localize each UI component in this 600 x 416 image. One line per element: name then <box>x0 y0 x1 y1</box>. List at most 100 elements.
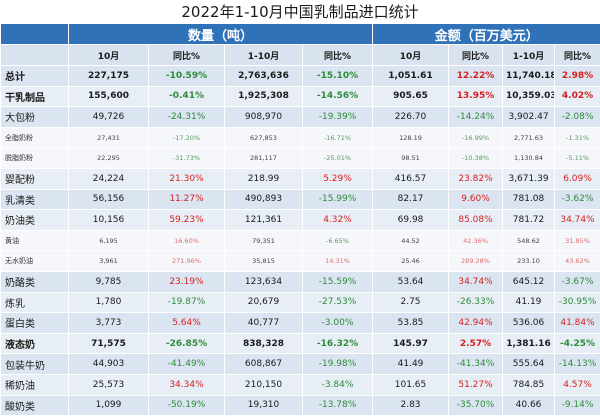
amount-october-cell: 905.65 <box>373 86 449 107</box>
quantity-ytd-yoy-cell: -19.98% <box>303 354 373 375</box>
amount-october-cell: 44.52 <box>373 230 449 251</box>
amount-ytd-cell: 555.64 <box>503 354 555 375</box>
quantity-october-cell: 24,224 <box>69 168 149 189</box>
amount-october-cell: 145.97 <box>373 333 449 354</box>
quantity-ytd-yoy-cell: -6.65% <box>303 230 373 251</box>
quantity-group-header: 数量（吨） <box>69 24 373 45</box>
amount-ytd-yoy-cell: -5.11% <box>555 148 600 169</box>
page-title: 2022年1-10月中国乳制品进口统计 <box>0 0 600 24</box>
column-header: 10月 <box>69 45 149 66</box>
quantity-ytd-cell: 2,763,636 <box>225 66 303 87</box>
amount-ytd-yoy-cell: 34.74% <box>555 210 600 231</box>
amount-ytd-cell: 536.06 <box>503 313 555 334</box>
amount-ytd-yoy-cell: 4.57% <box>555 374 600 395</box>
row-label: 干乳制品 <box>1 86 69 107</box>
column-header: 同比% <box>449 45 503 66</box>
quantity-ytd-yoy-cell: -3.84% <box>303 374 373 395</box>
column-header: 1-10月 <box>503 45 555 66</box>
quantity-october-cell: 155,600 <box>69 86 149 107</box>
quantity-october-cell: 9,785 <box>69 271 149 292</box>
amount-october-yoy-cell: 12.22% <box>449 66 503 87</box>
quantity-ytd-yoy-cell: 4.32% <box>303 210 373 231</box>
quantity-ytd-cell: 281,117 <box>225 148 303 169</box>
column-header-blank <box>1 45 69 66</box>
quantity-ytd-cell: 608,867 <box>225 354 303 375</box>
quantity-october-yoy-cell: 5.64% <box>149 313 225 334</box>
row-label: 奶油类 <box>1 210 69 231</box>
amount-october-cell: 2.75 <box>373 292 449 313</box>
row-label: 稀奶油 <box>1 374 69 395</box>
column-header-row: 10月 同比% 1-10月 同比% 10月 同比% 1-10月 同比% <box>1 45 600 66</box>
amount-october-cell: 41.49 <box>373 354 449 375</box>
corner-cell <box>1 24 69 45</box>
amount-october-yoy-cell: -35.70% <box>449 395 503 416</box>
quantity-october-yoy-cell: 11.27% <box>149 189 225 210</box>
quantity-ytd-yoy-cell: -25.01% <box>303 148 373 169</box>
amount-october-yoy-cell: 13.95% <box>449 86 503 107</box>
amount-ytd-yoy-cell: -14.13% <box>555 354 600 375</box>
amount-ytd-cell: 1,130.84 <box>503 148 555 169</box>
quantity-ytd-cell: 908,970 <box>225 107 303 128</box>
column-header: 1-10月 <box>225 45 303 66</box>
column-header: 同比% <box>303 45 373 66</box>
amount-october-cell: 1,051.61 <box>373 66 449 87</box>
quantity-ytd-cell: 79,351 <box>225 230 303 251</box>
column-header: 10月 <box>373 45 449 66</box>
amount-october-cell: 25.46 <box>373 251 449 272</box>
amount-october-yoy-cell: 51.27% <box>449 374 503 395</box>
amount-october-yoy-cell: 34.74% <box>449 271 503 292</box>
amount-october-cell: 82.17 <box>373 189 449 210</box>
quantity-october-yoy-cell: 16.60% <box>149 230 225 251</box>
amount-ytd-yoy-cell: 4.02% <box>555 86 600 107</box>
amount-ytd-yoy-cell: -2.08% <box>555 107 600 128</box>
amount-ytd-cell: 3,671.39 <box>503 168 555 189</box>
amount-ytd-yoy-cell: -30.95% <box>555 292 600 313</box>
quantity-ytd-cell: 210,150 <box>225 374 303 395</box>
quantity-ytd-yoy-cell: -15.99% <box>303 189 373 210</box>
row-label: 总计 <box>1 66 69 87</box>
quantity-october-yoy-cell: 271.96% <box>149 251 225 272</box>
quantity-ytd-yoy-cell: -14.56% <box>303 86 373 107</box>
quantity-october-yoy-cell: -24.31% <box>149 107 225 128</box>
row-label: 婴配粉 <box>1 168 69 189</box>
quantity-ytd-yoy-cell: -16.71% <box>303 127 373 148</box>
quantity-october-yoy-cell: -26.85% <box>149 333 225 354</box>
quantity-october-cell: 227,175 <box>69 66 149 87</box>
row-label: 蛋白类 <box>1 313 69 334</box>
quantity-ytd-cell: 218.99 <box>225 168 303 189</box>
quantity-ytd-cell: 35,815 <box>225 251 303 272</box>
row-label: 乳清类 <box>1 189 69 210</box>
amount-october-yoy-cell: -26.33% <box>449 292 503 313</box>
amount-ytd-cell: 2,771.63 <box>503 127 555 148</box>
import-stats-table: 数量（吨） 金额（百万美元） 10月 同比% 1-10月 同比% 10月 同比%… <box>0 24 600 416</box>
amount-october-cell: 69.98 <box>373 210 449 231</box>
quantity-october-yoy-cell: -50.19% <box>149 395 225 416</box>
amount-october-cell: 98.51 <box>373 148 449 169</box>
quantity-ytd-cell: 123,634 <box>225 271 303 292</box>
quantity-october-yoy-cell: 59.23% <box>149 210 225 231</box>
quantity-ytd-yoy-cell: -19.39% <box>303 107 373 128</box>
quantity-ytd-yoy-cell: -13.78% <box>303 395 373 416</box>
quantity-october-cell: 10,156 <box>69 210 149 231</box>
amount-ytd-yoy-cell: 2.98% <box>555 66 600 87</box>
amount-ytd-cell: 40.66 <box>503 395 555 416</box>
amount-october-cell: 53.64 <box>373 271 449 292</box>
quantity-october-yoy-cell: 21.30% <box>149 168 225 189</box>
quantity-october-cell: 56,156 <box>69 189 149 210</box>
amount-october-yoy-cell: 9.60% <box>449 189 503 210</box>
quantity-october-cell: 44,903 <box>69 354 149 375</box>
row-label: 炼乳 <box>1 292 69 313</box>
quantity-ytd-cell: 490,893 <box>225 189 303 210</box>
amount-ytd-cell: 548.62 <box>503 230 555 251</box>
